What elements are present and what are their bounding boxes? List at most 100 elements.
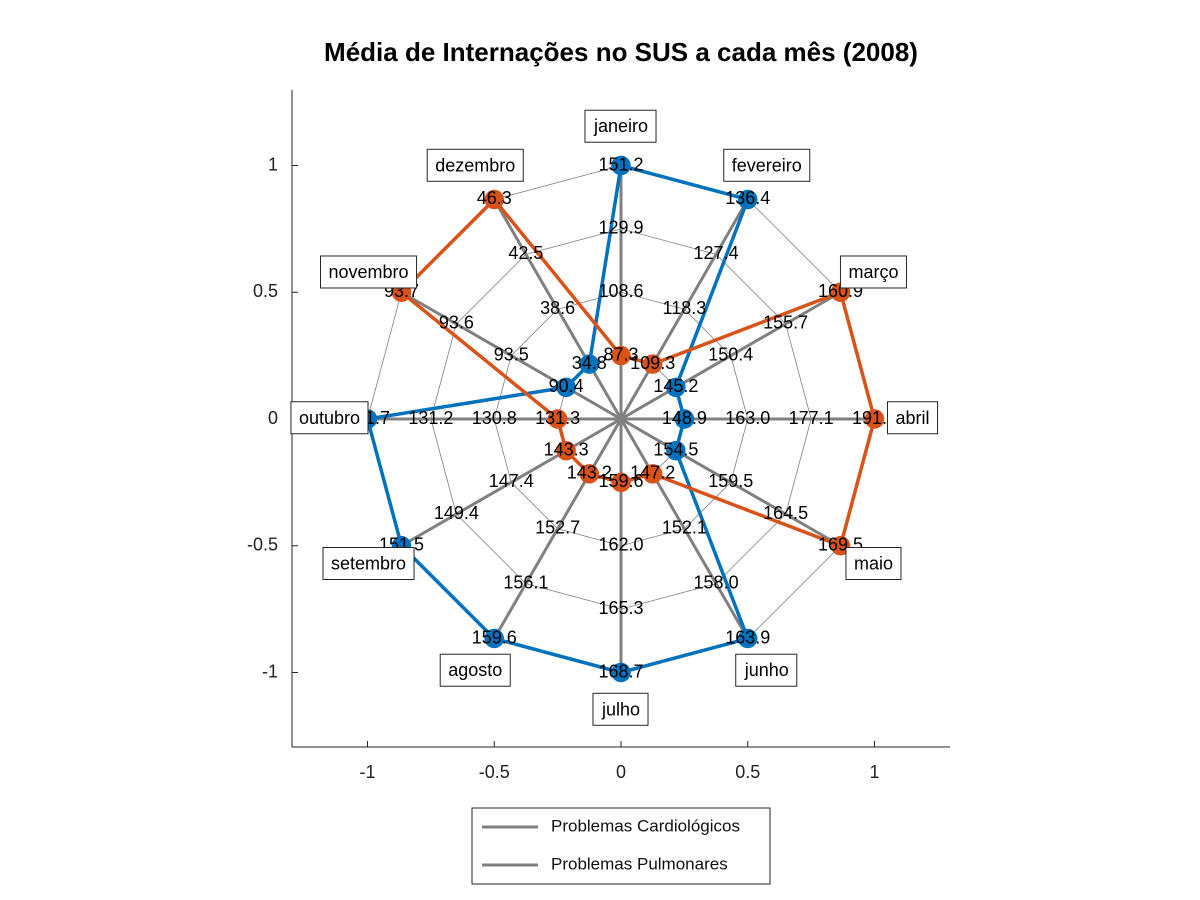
spoke-novembro [400, 290, 622, 421]
ring-value-label: 156.1 [503, 572, 548, 592]
ring-value-label: 151.2 [598, 154, 643, 174]
ring-value-label: 130.8 [472, 408, 517, 428]
ring-value-label: 163.9 [725, 627, 770, 647]
ring-value-label: 159.6 [472, 627, 517, 647]
month-label-box [322, 547, 415, 581]
month-label-text: abril [896, 408, 930, 428]
radar-spokes [367, 165, 875, 673]
ring-value-label: 38.6 [540, 298, 575, 318]
month-labels: janeiro fevereiro março abril maio junho julho… [290, 109, 939, 726]
ring-value-label: 152.1 [662, 518, 707, 538]
ring-value-label: 147.2 [630, 463, 675, 483]
ring-value-label: 165.3 [598, 598, 643, 618]
month-label-box [426, 148, 524, 182]
month-label-junho: junho [735, 653, 798, 687]
x-tick-label: -1 [359, 762, 375, 782]
series-marker [611, 662, 631, 683]
month-label-text: junho [744, 660, 789, 680]
spoke-fevereiro [619, 198, 750, 420]
month-label-text: outubro [299, 408, 360, 428]
spoke-março [620, 290, 842, 421]
month-label-janeiro: janeiro [584, 109, 657, 143]
spoke-junho [619, 418, 750, 640]
month-label-box [320, 255, 418, 289]
series-group [357, 155, 885, 683]
month-label-box [887, 401, 939, 435]
month-label-box [723, 148, 811, 182]
ring-value-label: 127.4 [694, 243, 739, 263]
ring-value-labels: 108.6 129.9 151.2 118.3 127.4 136.4 150.4 155.7… [345, 154, 897, 681]
legend: Problemas Cardiológicos Problemas Pulmona… [471, 807, 771, 885]
series-marker [611, 345, 631, 366]
ring-value-label: 163.0 [725, 408, 770, 428]
x-tick-label: 0.5 [735, 762, 760, 782]
month-label-text: setembro [331, 554, 406, 574]
ring-value-label: 168.7 [598, 661, 643, 681]
month-label-maio: maio [845, 547, 902, 581]
x-tick-label: 1 [869, 762, 879, 782]
ring-value-label: 154.5 [653, 439, 698, 459]
ring-value-label: 177.1 [789, 408, 834, 428]
ring-value-label: 93.5 [494, 344, 529, 364]
legend-label: Problemas Cardiológicos [551, 816, 740, 835]
ring-value-label: 109.3 [630, 353, 675, 373]
ring-value-label: 162.0 [598, 535, 643, 555]
spoke-maio [620, 417, 842, 548]
ring-value-label: 150.4 [708, 344, 753, 364]
month-label-box [839, 255, 907, 289]
ring-value-label: 164.5 [763, 503, 808, 523]
month-label-dezembro: dezembro [426, 148, 524, 182]
month-label-box [584, 109, 657, 143]
ring-value-label: 136.4 [725, 188, 770, 208]
chart-title: Média de Internações no SUS a cada mês (… [324, 37, 918, 67]
series-marker [642, 464, 663, 484]
series-marker [579, 464, 600, 484]
ring-value-label: 131.3 [535, 408, 580, 428]
month-label-text: janeiro [593, 116, 648, 136]
month-label-abril: abril [887, 401, 939, 435]
y-tick-label: 0 [268, 408, 278, 428]
series-marker [642, 354, 663, 374]
ring-value-label: 152.7 [535, 518, 580, 538]
y-tick-label: 1 [268, 154, 278, 174]
month-label-text: agosto [448, 660, 502, 680]
month-label-text: dezembro [435, 155, 515, 175]
y-tick-label: -1 [262, 661, 278, 681]
ring-value-label: 147.4 [489, 471, 534, 491]
series-marker [484, 628, 504, 649]
month-label-agosto: agosto [439, 653, 511, 687]
ring-value-label: 158.0 [694, 572, 739, 592]
month-label-fevereiro: fevereiro [723, 148, 811, 182]
ring-value-label: 87.3 [603, 344, 638, 364]
ring-value-label: 143.2 [567, 463, 612, 483]
ring-value-label: 159.6 [598, 471, 643, 491]
series-marker [547, 409, 568, 429]
series-marker [484, 189, 504, 210]
ring-value-label: 34.8 [572, 353, 607, 373]
ring-value-label: 93.6 [439, 313, 474, 333]
ring-value-label: 46.3 [477, 188, 512, 208]
month-label-text: março [848, 262, 898, 282]
axes: -1 -1 -0.5 -0.5 0 0 0.5 0.5 1 1 [247, 90, 950, 782]
legend-box [471, 807, 771, 885]
ring-value-label: 145.2 [653, 376, 698, 396]
ring-value-label: 129.9 [598, 218, 643, 238]
month-label-text: julho [601, 699, 640, 719]
x-tick-label: -0.5 [479, 762, 510, 782]
series-marker [611, 155, 631, 176]
series-marker [666, 377, 686, 398]
ring-value-label: 148.9 [662, 408, 707, 428]
ring-value-label: 118.3 [663, 298, 707, 318]
ring-value-label: 159.5 [708, 471, 753, 491]
month-label-box [439, 653, 511, 687]
series-marker [830, 536, 851, 556]
month-label-box [735, 653, 798, 687]
series-1 [357, 155, 758, 683]
series-marker [556, 377, 576, 398]
series-marker [674, 409, 695, 429]
spoke-dezembro [492, 198, 623, 420]
month-label-box [592, 692, 649, 726]
ring-value-label: 143.3 [544, 439, 589, 459]
series-marker [611, 472, 631, 493]
